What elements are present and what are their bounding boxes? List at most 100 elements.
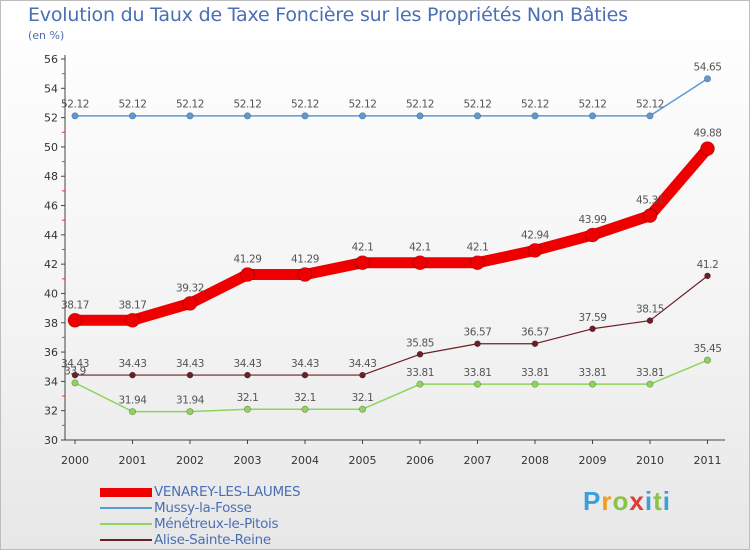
legend-swatch-alise [100,539,152,541]
data-label-alise-sainte-reine: 35.85 [406,337,434,349]
x-tick-label: 2000 [61,454,89,467]
logo-letter: i [645,486,653,516]
x-tick-label: 2004 [291,454,319,467]
y-tick-label: 54 [44,82,58,95]
data-point-m-n-treux-le-pitois [302,406,308,412]
y-tick-label: 42 [44,258,58,271]
data-label-alise-sainte-reine: 37.59 [578,312,606,324]
series-line-m-n-treux-le-pitois [75,360,708,411]
x-tick-label: 2008 [521,454,549,467]
data-label-mussy-la-fosse: 52.12 [176,99,204,111]
data-point-m-n-treux-le-pitois [474,381,480,387]
data-point-alise-sainte-reine [245,372,251,378]
data-label-mussy-la-fosse: 52.12 [61,99,89,111]
data-point-m-n-treux-le-pitois [129,408,135,414]
data-label-mussy-la-fosse: 52.12 [636,99,664,111]
data-label-m-n-treux-le-pitois: 33.81 [636,367,664,379]
series-line-venarey-les-laumes [75,149,708,321]
data-point-mussy-la-fosse [647,113,653,119]
data-label-mussy-la-fosse: 52.12 [521,99,549,111]
data-point-alise-sainte-reine [187,372,193,378]
data-label-alise-sainte-reine: 34.43 [118,358,146,370]
data-label-mussy-la-fosse: 52.12 [463,99,491,111]
data-point-m-n-treux-le-pitois [417,381,423,387]
data-label-alise-sainte-reine: 41.2 [697,259,719,271]
data-label-alise-sainte-reine: 34.43 [291,358,319,370]
data-label-mussy-la-fosse: 52.12 [578,99,606,111]
logo-letter: r [601,486,612,516]
data-label-m-n-treux-le-pitois: 31.94 [176,394,205,406]
logo-letter: P [583,486,601,516]
data-label-venarey-les-laumes: 42.1 [467,242,489,254]
data-label-venarey-les-laumes: 42.94 [521,229,550,241]
data-point-m-n-treux-le-pitois [532,381,538,387]
data-label-m-n-treux-le-pitois: 33.81 [578,367,606,379]
data-point-alise-sainte-reine [705,273,711,279]
data-label-mussy-la-fosse: 54.65 [693,62,721,74]
data-label-mussy-la-fosse: 52.12 [118,99,146,111]
data-label-m-n-treux-le-pitois: 31.94 [118,394,147,406]
data-point-mussy-la-fosse [704,76,710,82]
data-label-venarey-les-laumes: 45.31 [636,195,664,207]
data-label-alise-sainte-reine: 38.15 [636,304,664,316]
data-label-alise-sainte-reine: 34.43 [176,358,204,370]
data-label-m-n-treux-le-pitois: 35.45 [693,343,721,355]
data-point-venarey-les-laumes [471,256,485,270]
data-point-mussy-la-fosse [244,113,250,119]
y-tick-label: 48 [44,170,58,183]
data-label-venarey-les-laumes: 42.1 [409,242,431,254]
data-point-venarey-les-laumes [643,209,657,223]
legend-swatch-menetreux [100,523,152,525]
logo-letter: i [663,486,671,516]
data-point-alise-sainte-reine [130,372,136,378]
data-point-venarey-les-laumes [298,268,312,282]
data-label-m-n-treux-le-pitois: 32.1 [237,392,259,404]
y-tick-label: 56 [44,53,58,66]
data-point-venarey-les-laumes [701,142,715,156]
data-label-mussy-la-fosse: 52.12 [406,99,434,111]
data-label-venarey-les-laumes: 42.1 [352,242,374,254]
data-point-m-n-treux-le-pitois [72,380,78,386]
series-line-mussy-la-fosse [75,79,708,116]
data-point-alise-sainte-reine [72,372,78,378]
x-tick-label: 2006 [406,454,434,467]
legend-label-mussy: Mussy-la-Fosse [154,500,252,516]
x-tick-label: 2002 [176,454,204,467]
data-point-m-n-treux-le-pitois [589,381,595,387]
data-point-mussy-la-fosse [359,113,365,119]
data-point-venarey-les-laumes [126,313,140,327]
data-label-mussy-la-fosse: 52.12 [233,99,261,111]
data-point-mussy-la-fosse [589,113,595,119]
data-point-m-n-treux-le-pitois [244,406,250,412]
data-point-venarey-les-laumes [586,228,600,242]
data-point-alise-sainte-reine [647,318,653,324]
data-point-mussy-la-fosse [474,113,480,119]
data-label-m-n-treux-le-pitois: 32.1 [294,392,316,404]
y-tick-label: 38 [44,317,58,330]
y-tick-label: 32 [44,405,58,418]
x-tick-label: 2009 [579,454,607,467]
y-tick-label: 46 [44,200,58,213]
data-label-venarey-les-laumes: 38.17 [118,299,146,311]
data-point-venarey-les-laumes [241,268,255,282]
legend-label-menetreux: Ménétreux-le-Pitois [154,516,278,532]
data-label-venarey-les-laumes: 38.17 [61,299,89,311]
data-label-alise-sainte-reine: 34.43 [233,358,261,370]
data-point-alise-sainte-reine [532,341,538,347]
y-tick-label: 44 [44,229,58,242]
y-tick-label: 30 [44,434,58,447]
data-point-venarey-les-laumes [356,256,370,270]
data-point-mussy-la-fosse [129,113,135,119]
line-chart: 30 32 34 36 38 40 42 44 46 48 50 52 54 56 2000 2001 2002… [0,0,750,480]
x-tick-label: 2007 [464,454,492,467]
data-point-mussy-la-fosse [417,113,423,119]
y-tick-label: 52 [44,112,58,125]
data-point-m-n-treux-le-pitois [187,408,193,414]
y-tick-label: 34 [44,375,58,388]
data-point-alise-sainte-reine [302,372,308,378]
data-point-alise-sainte-reine [360,372,366,378]
data-point-venarey-les-laumes [528,243,542,257]
data-label-alise-sainte-reine: 34.43 [348,358,376,370]
data-label-m-n-treux-le-pitois: 33.81 [463,367,491,379]
data-point-mussy-la-fosse [302,113,308,119]
